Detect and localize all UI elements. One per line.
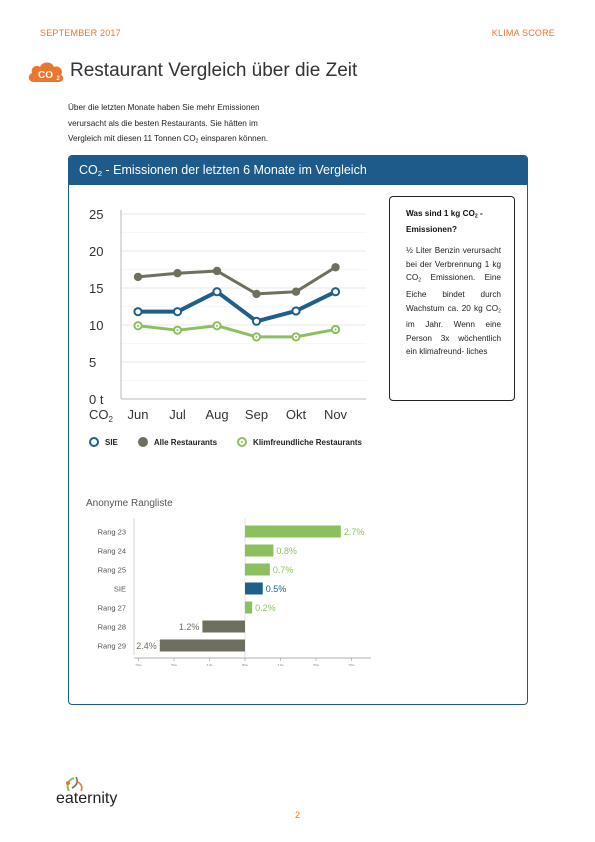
series-line-2 <box>137 324 336 339</box>
data-point <box>291 287 301 296</box>
data-point-center <box>295 335 297 338</box>
bar-value-label: 0.7% <box>273 565 294 575</box>
data-point-center <box>137 324 139 327</box>
intro-text: Über die letzten Monate haben Sie mehr E… <box>68 100 308 150</box>
rank-bar <box>245 582 263 595</box>
header-section: KLIMA SCORE <box>491 28 555 38</box>
y-tick-label: 20 <box>89 244 103 259</box>
x-tick-label: Nov <box>324 407 348 422</box>
rank-label: Rang 28 <box>98 623 126 632</box>
x-tick-label: 2% <box>171 663 178 666</box>
intro-line: verursacht als die besten Restaurants. S… <box>68 118 258 128</box>
legend-label: Alle Restaurants <box>153 437 218 447</box>
y-tick-label: 5 <box>89 355 96 370</box>
data-point <box>212 287 222 297</box>
rank-label: SIE <box>114 585 126 594</box>
series-line-1 <box>137 266 337 296</box>
rank-label: Rang 29 <box>98 642 126 651</box>
data-point-center <box>255 335 258 338</box>
data-point <box>252 289 261 299</box>
rank-bar <box>245 601 253 614</box>
rank-bar <box>245 563 270 576</box>
chart-legend: SIE Alle Restaurants Klimfreundliche Res… <box>89 437 382 447</box>
info-box: Was sind 1 kg CO2 - Emissionen? ½ Liter … <box>389 196 515 401</box>
y-tick-label: 0 t <box>89 392 104 407</box>
data-point <box>212 266 222 276</box>
info-text: ½ Liter Benzin verursacht bei der Verbre… <box>406 246 501 357</box>
co2-cloud-icon: CO 2 <box>28 62 64 82</box>
co2-badge-sub: 2 <box>57 76 61 82</box>
data-point <box>251 316 262 326</box>
data-point <box>291 306 301 316</box>
comparison-panel: CO2 - Emissionen der letzten 6 Monate im… <box>68 155 528 705</box>
data-point <box>330 287 341 297</box>
data-point <box>133 272 143 282</box>
ranking-bar-chart: Rang 23 2.7% Rang 24 0.8% Rang 25 0.7% SIE 0.5%… <box>98 518 371 666</box>
legend-item-all: Alle Restaurants <box>137 437 218 447</box>
x-tick-label: 0% <box>242 663 249 666</box>
x-tick-label: 1% <box>277 663 284 666</box>
intro-line: Vergleich mit diesen 11 Tonnen CO2 einsp… <box>68 134 269 145</box>
info-title: Was sind 1 kg CO2 - Emissionen? <box>406 209 483 235</box>
data-point-center <box>176 329 179 332</box>
bar-value-label: 1.2% <box>179 622 200 632</box>
legend-item-sie: SIE <box>89 437 118 447</box>
logo-text: eaternity <box>56 790 117 807</box>
x-tick-label: Jul <box>169 407 186 422</box>
legend-item-klim: Klimfreundliche Restaurants <box>237 437 362 447</box>
data-point <box>173 269 182 278</box>
page-title: Restaurant Vergleich über die Zeit <box>70 60 358 81</box>
rank-label: Rang 24 <box>98 547 126 556</box>
x-tick-label: Sep <box>245 407 268 422</box>
intro-line: Über die letzten Monate haben Sie mehr E… <box>68 103 260 112</box>
legend-marker-all <box>137 437 148 447</box>
x-tick-label: 2% <box>313 663 320 666</box>
ranking-title: Anonyme Rangliste <box>86 498 173 509</box>
x-tick-label: 3% <box>135 663 142 666</box>
rank-label: Rang 23 <box>98 528 126 537</box>
rank-bar <box>245 525 341 538</box>
bar-value-label: 0.8% <box>276 546 297 556</box>
rank-bar <box>202 620 245 633</box>
y-tick-label: 15 <box>89 281 103 296</box>
data-point-center <box>216 324 218 327</box>
data-point <box>133 307 143 317</box>
bar-value-label: 2.7% <box>344 527 365 537</box>
rank-bar <box>245 544 274 557</box>
title-row: CO 2 Restaurant Vergleich über die Zeit <box>26 56 357 86</box>
x-tick-label: Okt <box>286 407 307 422</box>
data-point <box>331 263 340 272</box>
x-tick-label: Jun <box>128 407 149 422</box>
page-number: 2 <box>294 810 300 820</box>
eaternity-logo: eaternity <box>56 776 117 807</box>
y-tick-label: 25 <box>89 207 103 222</box>
y-unit-label: CO2 <box>89 407 114 424</box>
series-line-0 <box>138 289 337 324</box>
legend-label: SIE <box>105 437 118 447</box>
rank-bar <box>159 639 245 652</box>
bar-value-label: 0.2% <box>255 603 276 613</box>
y-tick-label: 10 <box>89 318 103 333</box>
co2-badge-text: CO <box>38 70 53 81</box>
bar-value-label: 0.5% <box>266 584 287 594</box>
header-date: SEPTEMBER 2017 <box>40 28 121 38</box>
panel-title: CO2 - Emissionen der letzten 6 Monate im… <box>69 156 527 185</box>
data-point-center <box>334 328 337 331</box>
x-tick-label: 1% <box>206 663 213 666</box>
x-tick-label: 3% <box>348 663 355 666</box>
rank-label: Rang 25 <box>98 566 126 575</box>
legend-marker-sie <box>89 437 99 447</box>
legend-label: Klimfreundliche Restaurants <box>253 437 362 447</box>
rank-label: Rang 27 <box>98 604 126 613</box>
bar-value-label: 2.4% <box>136 641 157 651</box>
legend-marker-klim <box>237 437 248 447</box>
data-point <box>172 307 183 317</box>
x-tick-label: Aug <box>205 407 228 422</box>
